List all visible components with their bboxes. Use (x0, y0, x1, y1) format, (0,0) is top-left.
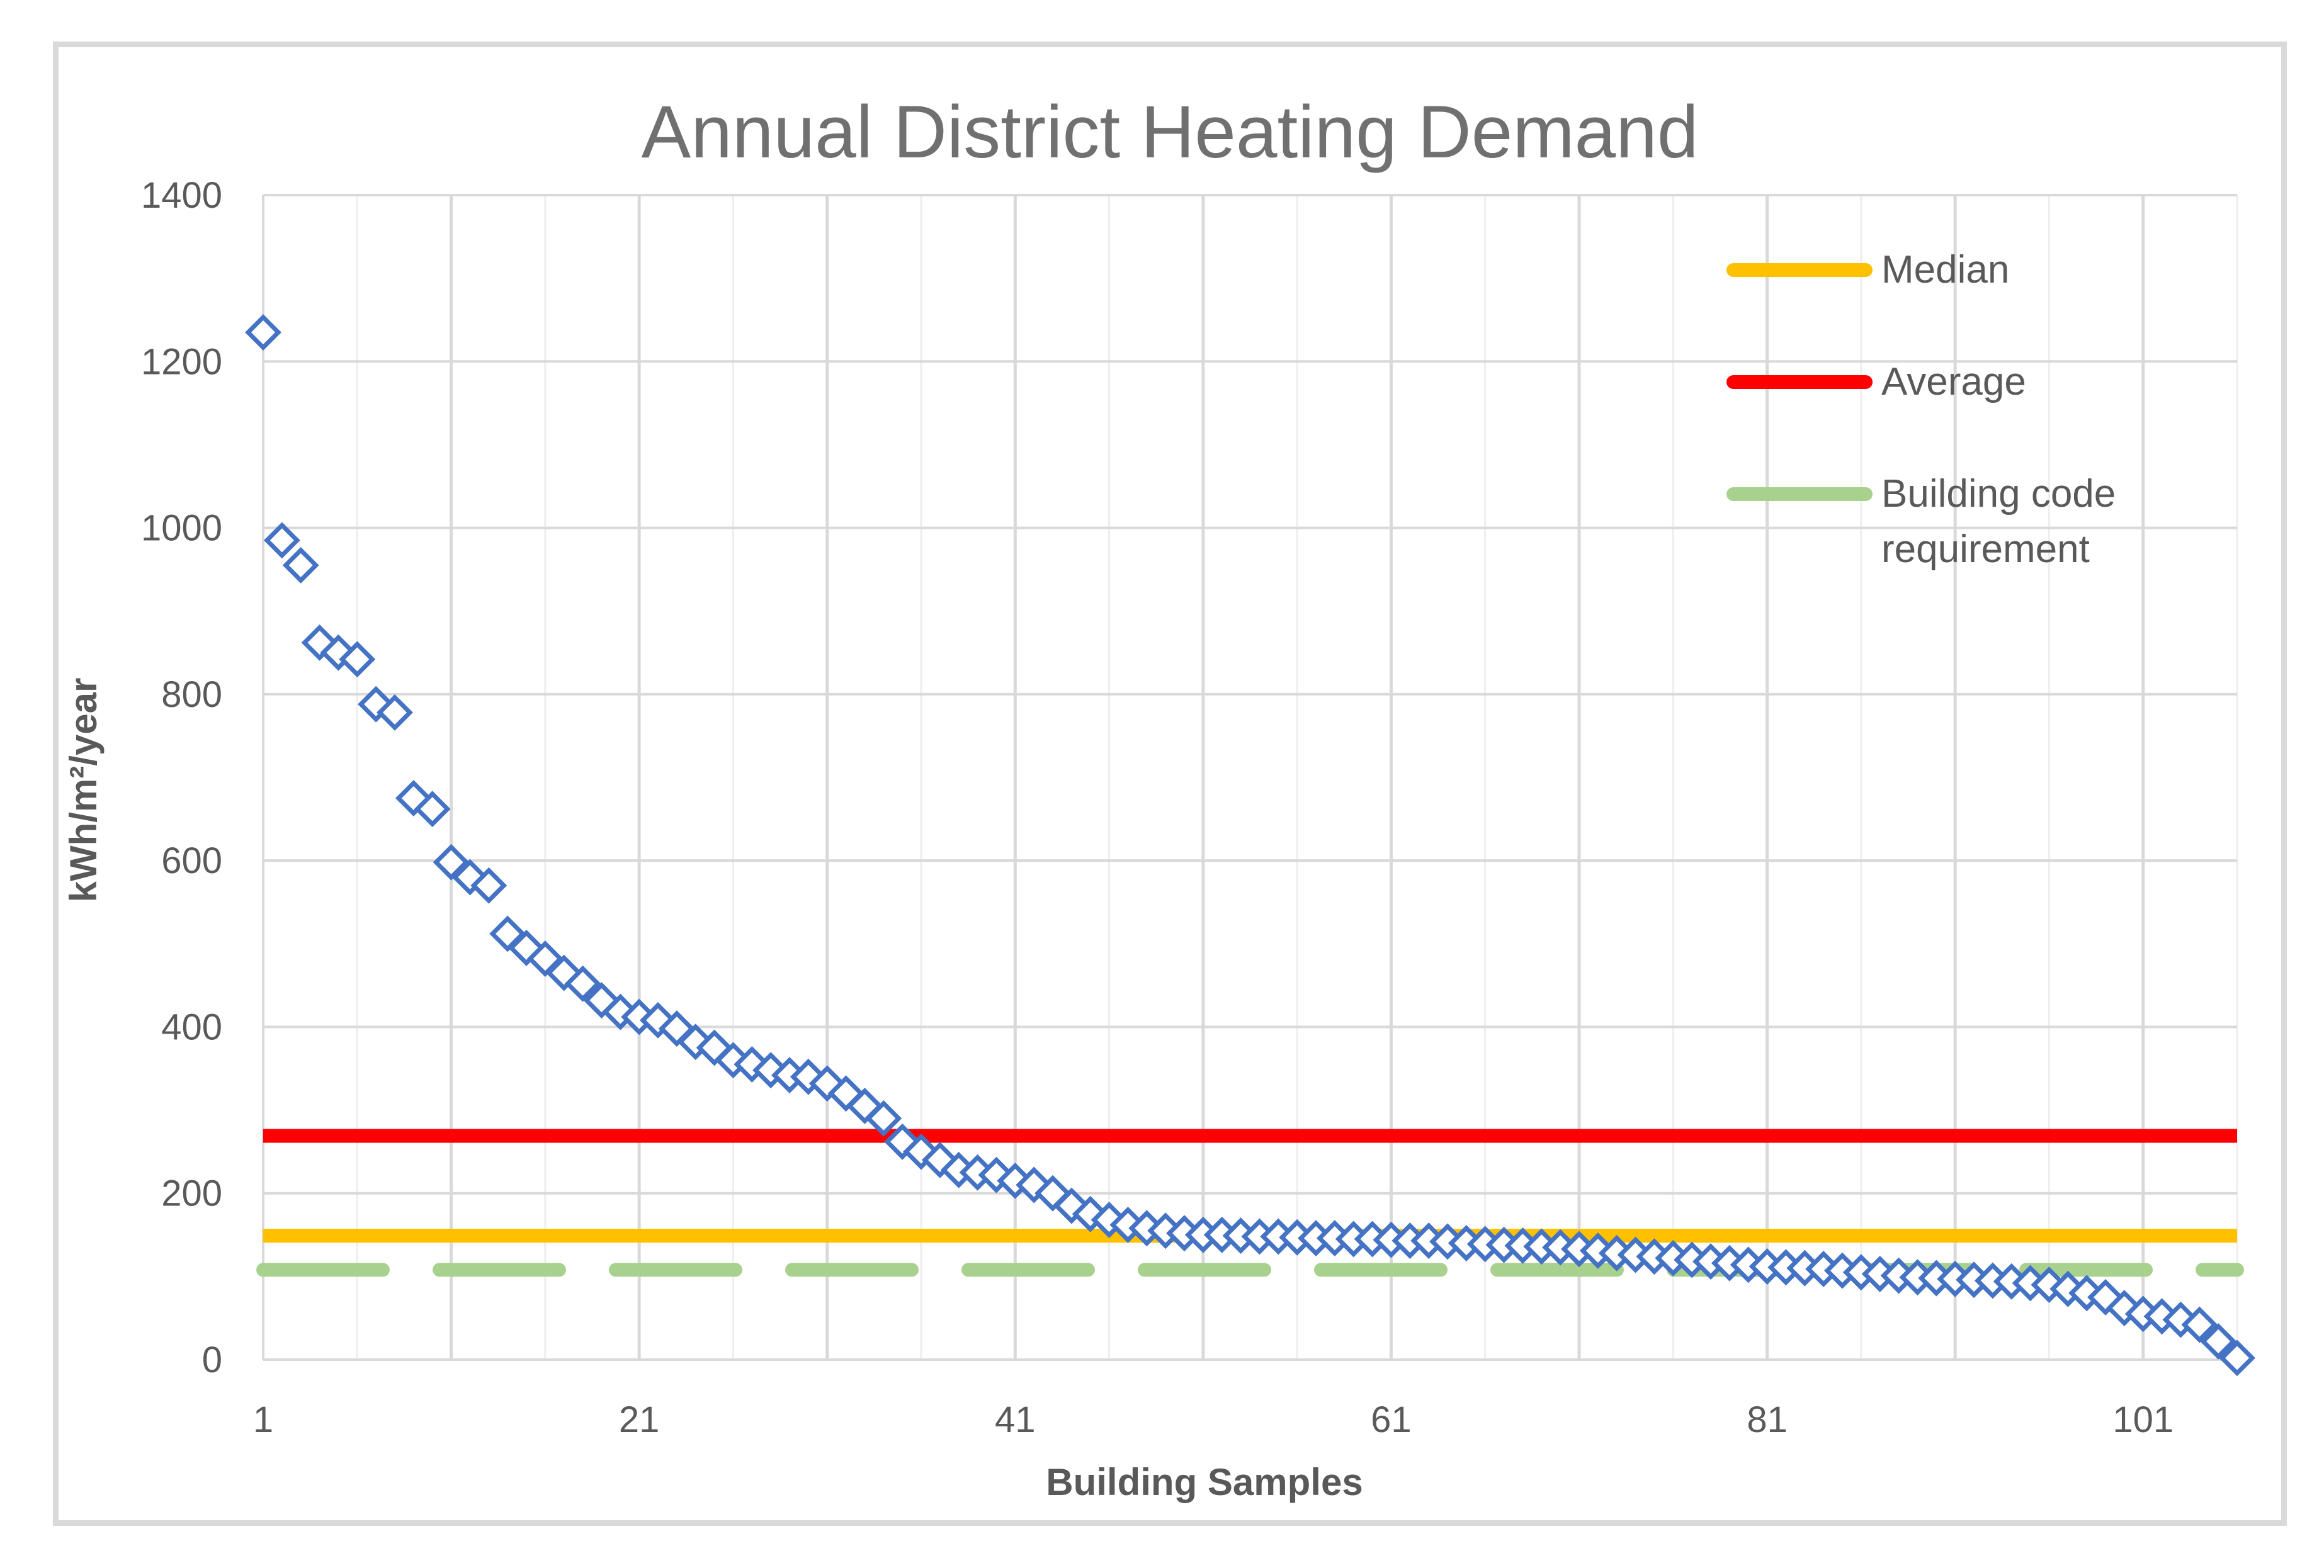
y-tick-label: 1400 (141, 175, 222, 216)
y-tick-label: 600 (161, 840, 222, 881)
y-tick-label: 200 (161, 1173, 222, 1214)
y-tick-label: 1200 (141, 341, 222, 382)
chart-frame: Annual District Heating Demand 0 200 400 60… (53, 42, 2287, 1526)
data-point (339, 641, 376, 678)
data-point (865, 1100, 902, 1137)
y-axis-label: kWh/m²/year (62, 678, 105, 903)
y-tick-label: 1000 (141, 508, 222, 549)
x-tick-label: 81 (1747, 1399, 1788, 1440)
legend-code-label-line2: requirement (1881, 527, 2090, 571)
data-point (414, 791, 451, 828)
legend: Median Average Building code requirement (1726, 248, 2116, 571)
x-tick-label: 1 (253, 1399, 273, 1440)
x-axis-ticks: 1 21 41 61 81 101 (253, 1399, 2174, 1440)
legend-median-label: Median (1881, 248, 2009, 291)
reference-lines (256, 1129, 2244, 1277)
data-point (282, 547, 319, 584)
data-point (2200, 1323, 2237, 1360)
legend-code-label-line1: Building code (1881, 472, 2116, 516)
data-point (433, 843, 470, 881)
y-tick-label: 800 (161, 674, 222, 715)
data-point (470, 867, 507, 904)
x-axis-label: Building Samples (1046, 1461, 1363, 1503)
x-tick-label: 21 (619, 1399, 660, 1440)
y-axis-ticks: 0 200 400 600 800 1000 1200 1400 (141, 175, 222, 1380)
data-point (358, 685, 395, 723)
chart-area: Annual District Heating Demand 0 200 400 60… (62, 91, 2255, 1503)
x-tick-label: 101 (2112, 1399, 2174, 1440)
data-point (2219, 1340, 2255, 1377)
data-point (263, 522, 300, 559)
x-tick-label: 41 (995, 1399, 1036, 1440)
data-series (245, 314, 2255, 1377)
y-tick-label: 0 (202, 1340, 222, 1380)
data-point (377, 694, 413, 731)
data-point (245, 314, 281, 351)
y-tick-label: 400 (161, 1007, 222, 1047)
x-tick-label: 61 (1371, 1399, 1412, 1440)
chart-title: Annual District Heating Demand (641, 91, 1698, 174)
gridlines (262, 194, 2238, 1361)
data-point (564, 965, 601, 1002)
legend-average-label: Average (1881, 360, 2026, 403)
data-point (2181, 1306, 2218, 1343)
